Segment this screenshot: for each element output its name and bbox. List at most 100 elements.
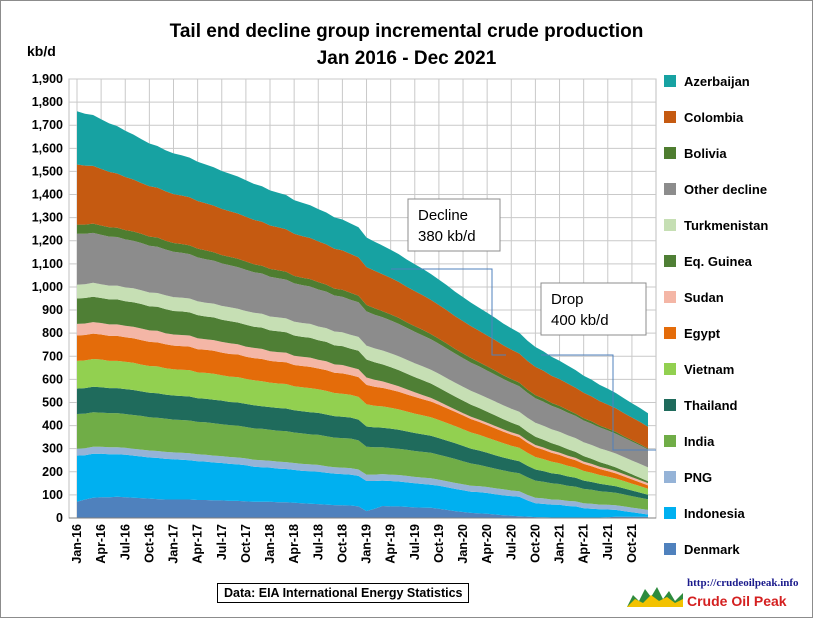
legend-swatch xyxy=(664,363,676,375)
chart-title: Tail end decline group incremental crude… xyxy=(169,21,644,42)
annotation-line1: Drop xyxy=(551,291,584,308)
y-tick-label: 1,400 xyxy=(32,188,63,202)
x-tick-label: Oct-18 xyxy=(335,524,349,563)
x-tick-label: Jul-17 xyxy=(215,524,229,560)
y-tick-label: 300 xyxy=(42,442,63,456)
annotation-box xyxy=(540,282,647,336)
logo-text: Crude Oil Peak xyxy=(687,593,787,609)
legend-item: Indonesia xyxy=(664,505,745,521)
y-tick-label: 900 xyxy=(42,303,63,317)
legend-item: Bolivia xyxy=(664,145,727,161)
legend-swatch xyxy=(664,471,676,483)
area-png xyxy=(77,446,648,515)
legend-swatch xyxy=(664,291,676,303)
y-tick-label: 1,800 xyxy=(32,95,63,109)
legend-label: India xyxy=(684,433,715,449)
y-tick-label: 700 xyxy=(42,349,63,363)
x-tick-label: Jan-20 xyxy=(456,524,470,564)
x-tick-label: Jan-19 xyxy=(360,524,374,564)
legend-label: Eq. Guinea xyxy=(684,253,752,269)
legend-swatch xyxy=(664,147,676,159)
y-tick-label: 500 xyxy=(42,395,63,409)
legend-item: Eq. Guinea xyxy=(664,253,752,269)
legend-swatch xyxy=(664,219,676,231)
legend-item: PNG xyxy=(664,469,712,485)
area-azerbaijan xyxy=(77,111,648,427)
legend-swatch xyxy=(664,255,676,267)
y-tick-label: 400 xyxy=(42,419,63,433)
y-tick-label: 1,000 xyxy=(32,280,63,294)
area-colombia xyxy=(77,164,648,449)
legend-label: Denmark xyxy=(684,541,740,557)
x-tick-label: Jul-16 xyxy=(118,524,132,560)
y-axis-unit: kb/d xyxy=(27,43,56,59)
legend-label: Bolivia xyxy=(684,145,727,161)
x-tick-label: Oct-16 xyxy=(142,524,156,563)
legend-item: Colombia xyxy=(664,109,743,125)
x-tick-label: Jul-18 xyxy=(311,524,325,560)
logo-icon xyxy=(627,587,683,607)
y-tick-label: 600 xyxy=(42,372,63,386)
legend-label: Other decline xyxy=(684,181,768,197)
annotation-line2: 380 kb/d xyxy=(418,228,476,245)
legend-item: Sudan xyxy=(664,289,724,305)
legend-label: Colombia xyxy=(684,109,744,125)
annotation-connector xyxy=(391,268,506,356)
y-tick-label: 200 xyxy=(42,465,63,479)
y-tick-label: 1,700 xyxy=(32,118,63,132)
chart-subtitle: Jan 2016 - Dec 2021 xyxy=(316,48,497,69)
legend-label: Azerbaijan xyxy=(684,73,750,89)
legend-item: Turkmenistan xyxy=(664,217,768,233)
x-tick-label: Jan-21 xyxy=(553,524,567,564)
x-tick-label: Apr-19 xyxy=(384,524,398,564)
x-tick-label: Jul-19 xyxy=(408,524,422,560)
legend-item: Egypt xyxy=(664,325,720,341)
area-india xyxy=(77,412,648,510)
legend-label: Vietnam xyxy=(684,361,735,377)
x-tick-label: Apr-18 xyxy=(287,524,301,564)
x-tick-label: Jan-16 xyxy=(70,524,84,564)
legend-item: Denmark xyxy=(664,541,740,557)
legend-item: Vietnam xyxy=(664,361,734,377)
y-tick-label: 800 xyxy=(42,326,63,340)
y-tick-label: 1,600 xyxy=(32,141,63,155)
legend-item: Other decline xyxy=(664,181,767,197)
area-egypt xyxy=(77,333,648,489)
annotation-line2: 400 kb/d xyxy=(551,312,609,329)
x-tick-label: Jul-20 xyxy=(504,524,518,560)
x-tick-label: Apr-16 xyxy=(94,524,108,564)
legend-swatch xyxy=(664,183,676,195)
legend-swatch xyxy=(664,111,676,123)
legend-item: Azerbaijan xyxy=(664,73,750,89)
legend-swatch xyxy=(664,507,676,519)
x-tick-label: Jan-18 xyxy=(263,524,277,564)
y-tick-label: 1,100 xyxy=(32,257,63,271)
y-tick-label: 100 xyxy=(42,488,63,502)
x-tick-label: Oct-20 xyxy=(528,524,542,563)
legend-label: PNG xyxy=(684,469,713,485)
x-tick-label: Oct-21 xyxy=(625,524,639,563)
y-tick-label: 0 xyxy=(56,511,63,525)
legend-label: Thailand xyxy=(684,397,738,413)
legend-item: India xyxy=(664,433,714,449)
legend-swatch xyxy=(664,75,676,87)
area-denmark xyxy=(77,496,648,518)
x-tick-label: Oct-19 xyxy=(432,524,446,563)
legend-swatch xyxy=(664,399,676,411)
legend-swatch xyxy=(664,327,676,339)
annotation-box xyxy=(407,198,501,252)
area-thailand xyxy=(77,386,648,500)
x-tick-label: Apr-17 xyxy=(191,524,205,564)
legend-swatch xyxy=(664,435,676,447)
area-other-decline xyxy=(77,232,648,468)
y-tick-label: 1,300 xyxy=(32,211,63,225)
area-indonesia xyxy=(77,453,648,518)
area-eq-guinea xyxy=(77,296,648,484)
x-tick-label: Jan-17 xyxy=(167,524,181,564)
legend-label: Egypt xyxy=(684,325,721,341)
website-link[interactable]: http://crudeoilpeak.info xyxy=(687,577,799,589)
x-tick-label: Jul-21 xyxy=(601,524,615,560)
y-tick-label: 1,200 xyxy=(32,234,63,248)
